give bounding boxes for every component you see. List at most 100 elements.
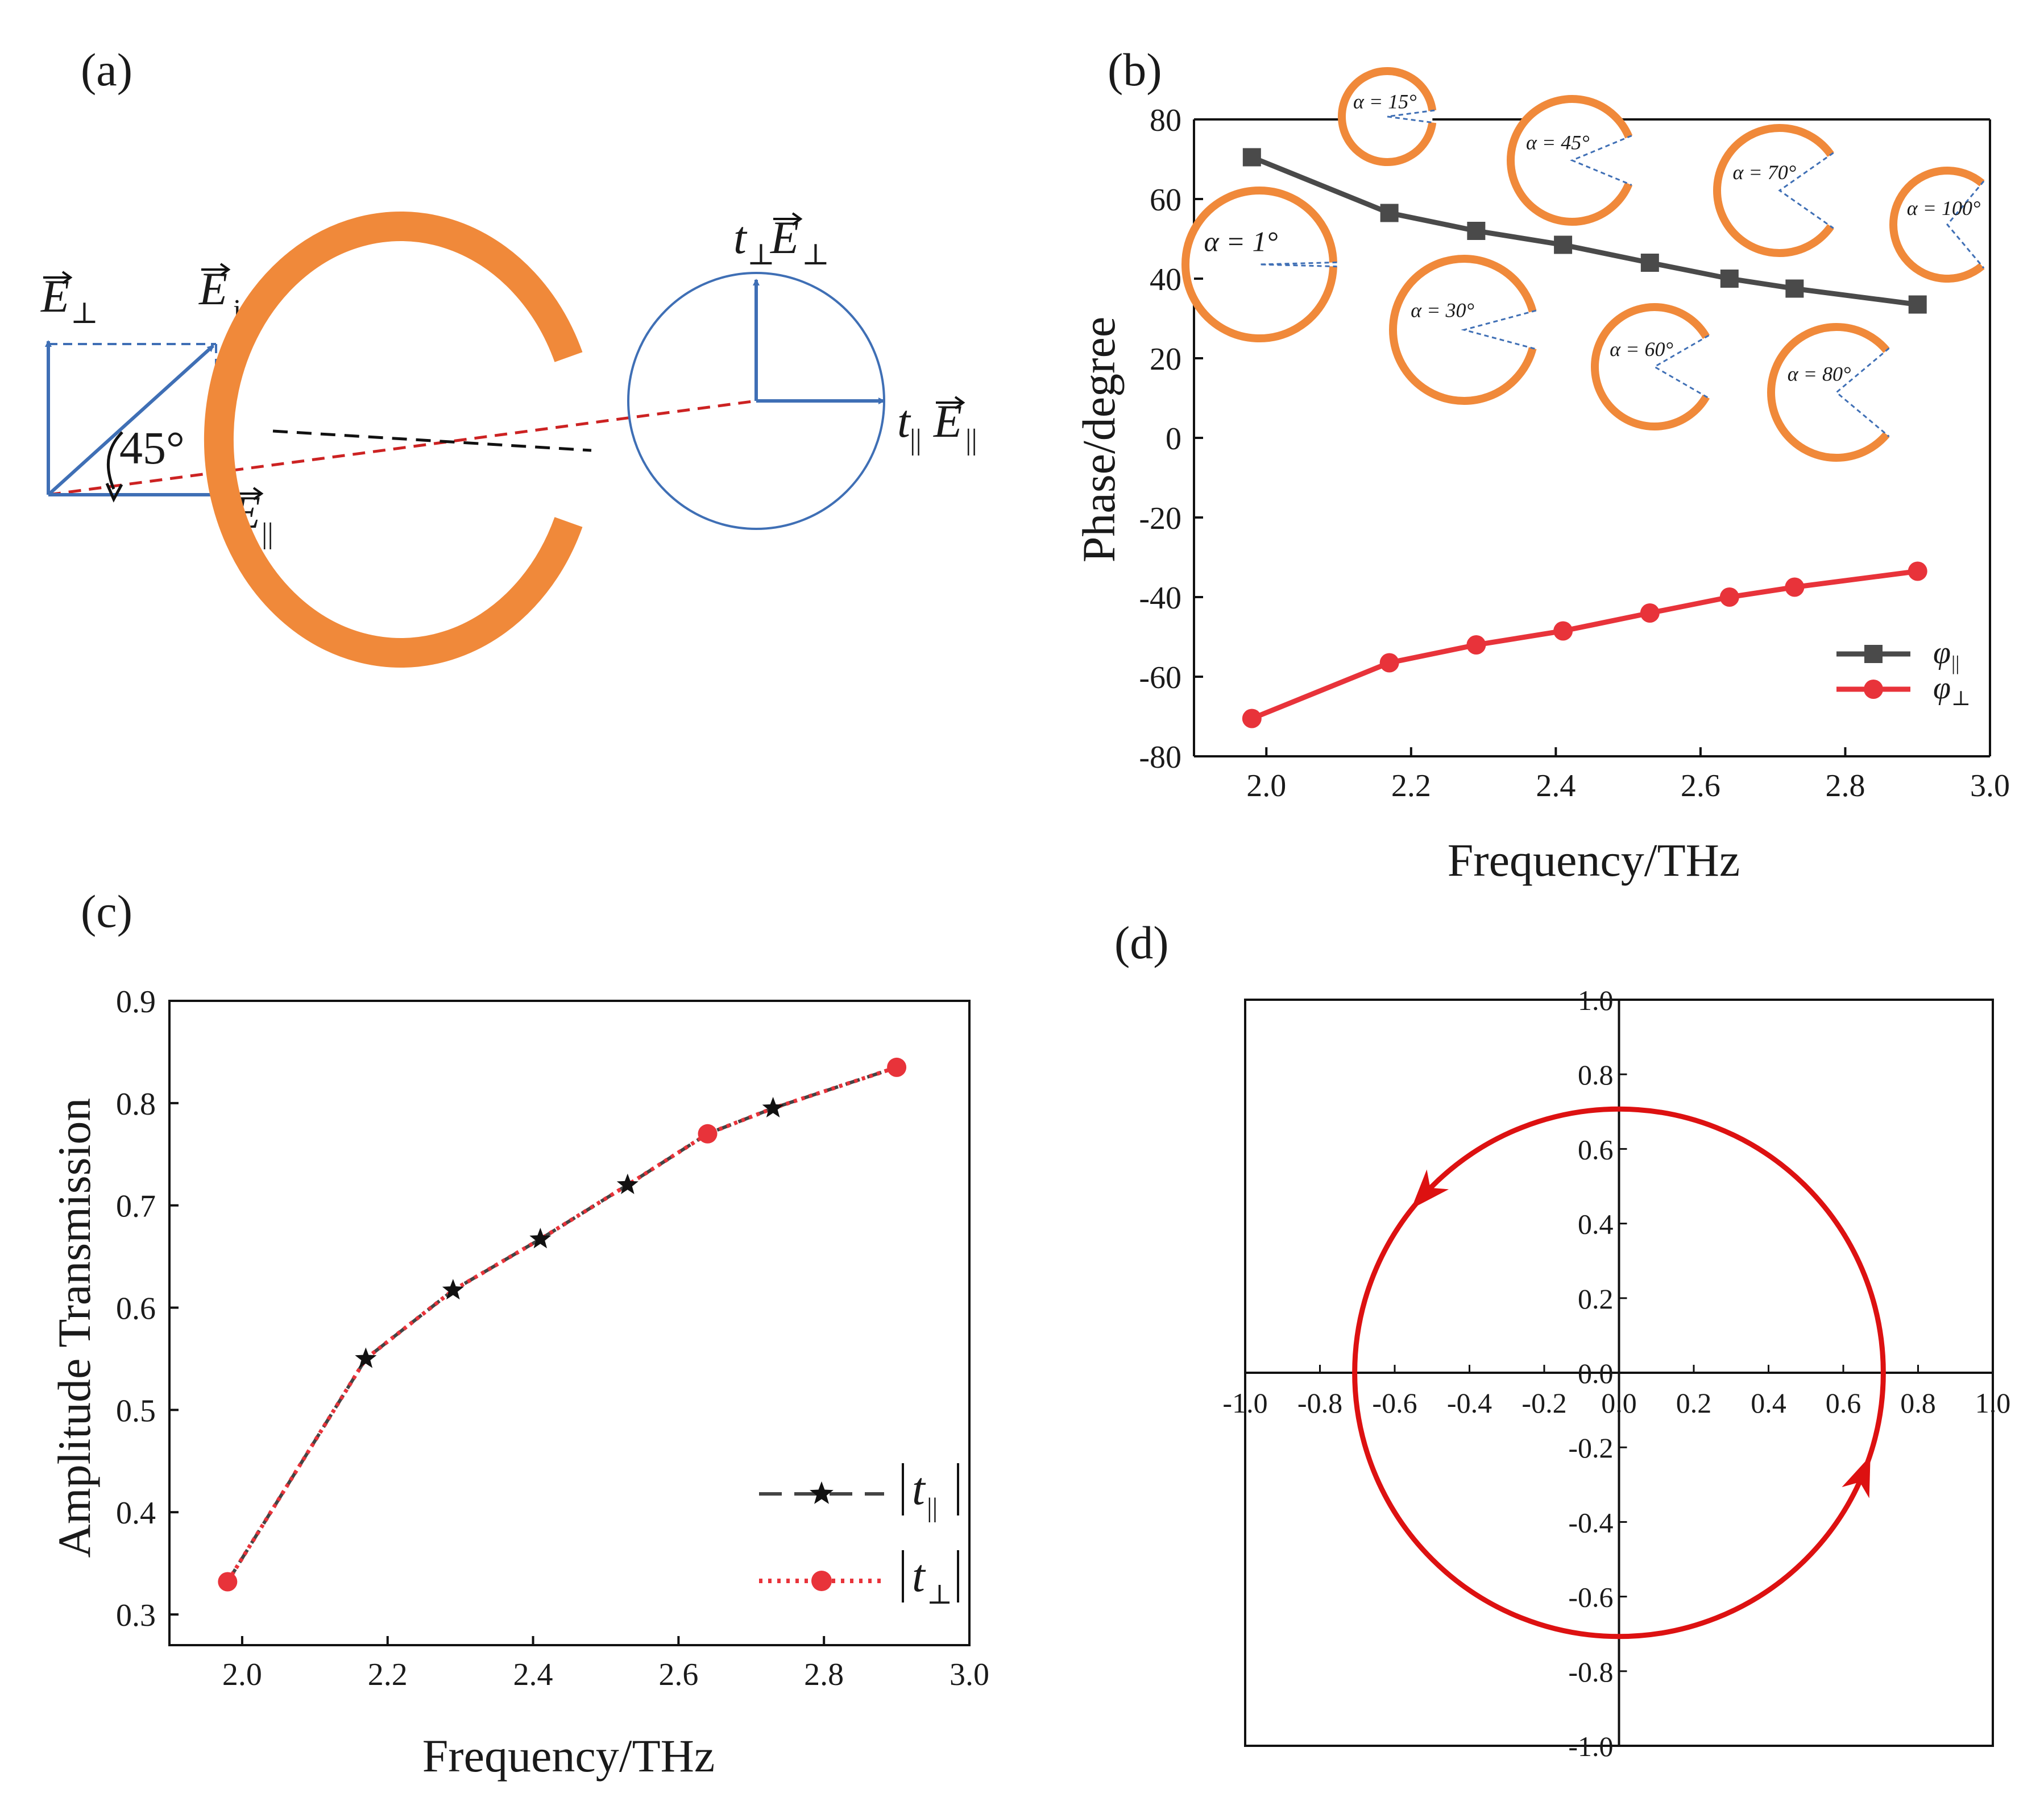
- panel-b: (b) α = 15°α = 45°α = 70°α = 100°α = 1°α…: [1073, 44, 2010, 886]
- y-tick-label-c: 0.7: [116, 1189, 156, 1224]
- y-tick-label-c: 0.5: [116, 1393, 156, 1428]
- series-line-t-par: [226, 1066, 898, 1583]
- svg-text:E: E: [770, 212, 799, 263]
- svg-text:⊥: ⊥: [802, 239, 830, 271]
- marker-star: [442, 1278, 464, 1300]
- svg-text:||: ||: [965, 424, 977, 456]
- vector-arrow-icon: [936, 396, 965, 409]
- marker-star: [529, 1228, 552, 1249]
- svg-text:E: E: [40, 270, 69, 322]
- inset-gap-lines: [1461, 309, 1537, 350]
- series-line-phi-perp: [1251, 569, 1918, 721]
- split-ring-insets: α = 15° α = 45° α = 70° α = 100° α = 1° α = 3…: [1181, 67, 1985, 462]
- y-tick-label-d: 1.0: [1578, 984, 1614, 1016]
- y-tick-label-d: -0.4: [1568, 1506, 1613, 1538]
- marker-square: [1640, 254, 1659, 272]
- legend-label-sub: ||: [1951, 652, 1959, 674]
- inset-alpha-label: α = 45°: [1526, 131, 1590, 154]
- direction-arrow-icon: [1411, 1169, 1449, 1209]
- y-axis-title-c: Amplitude Transmission: [48, 1098, 100, 1558]
- inset-alpha-label: α = 100°: [1907, 197, 1981, 220]
- panel-d: (d) -1.0 -0.8 -0.6 -0.4 -0.2 0.0 0.2 0.4 0.6 0.8 1…: [1114, 917, 2010, 1762]
- x-tick-label-d: 0.2: [1676, 1387, 1712, 1419]
- legend-marker-square: [1864, 645, 1883, 663]
- red-dashed-axis: [48, 399, 757, 496]
- y-tick-label-c: 0.4: [116, 1496, 156, 1531]
- legend-marker-circle: [811, 1571, 832, 1591]
- y-tick-label-c: 0.6: [116, 1291, 156, 1327]
- angle-label: 45°: [119, 422, 185, 474]
- vector-e-in: [47, 344, 215, 496]
- x-tick-label-d: 0.4: [1751, 1387, 1786, 1419]
- legend-label: t: [912, 1550, 926, 1601]
- marker-square: [1467, 222, 1486, 240]
- legend-label: t: [912, 1463, 926, 1514]
- marker-square: [1554, 235, 1573, 254]
- marker-square: [1720, 270, 1739, 288]
- y-tick-label-c: 0.8: [116, 1087, 156, 1122]
- legend-label-sub: ⊥: [927, 1580, 952, 1610]
- inset-alpha-label: α = 15°: [1353, 90, 1417, 113]
- vector-arrow-icon: [201, 263, 231, 276]
- x-tick-label-c: 3.0: [950, 1657, 989, 1692]
- inset-split-ring: [1767, 323, 1890, 462]
- x-tick-label-c: 2.8: [804, 1657, 844, 1692]
- x-axis-title-c: Frequency/THz: [422, 1730, 715, 1782]
- panel-label-d: (d): [1114, 917, 1169, 968]
- legend-marker-circle: [1864, 680, 1883, 699]
- x-tick-label-d: 0.0: [1601, 1387, 1637, 1419]
- inset-split-ring: [1713, 124, 1834, 257]
- svg-text:||: ||: [262, 517, 273, 550]
- inset-gap-lines: [1946, 180, 1985, 269]
- inset-gap-lines: [1570, 135, 1632, 186]
- panel-label-b: (b): [1108, 44, 1162, 96]
- angle-arrow-icon: [105, 483, 123, 503]
- x-tick-label-b: 2.4: [1536, 768, 1576, 804]
- y-tick-label-d: -0.8: [1568, 1656, 1613, 1688]
- x-tick-label-c: 2.0: [222, 1657, 262, 1692]
- inset-split-ring: [1181, 187, 1337, 342]
- x-tick-label-d: -0.6: [1372, 1387, 1417, 1419]
- x-tick-label-c: 2.6: [658, 1657, 698, 1692]
- panel-c: (c) 2.0 2.2 2.4 2.6 2.8 3.0 0.9 0.8 0.7 0.6 0.5 0.4…: [48, 885, 989, 1782]
- angle-arc: [106, 431, 123, 490]
- marker-circle: [698, 1124, 718, 1144]
- series-line-t-perp: [226, 1065, 898, 1583]
- legend-label-sub: ||: [927, 1493, 938, 1523]
- y-tick-label-d: 0.2: [1578, 1283, 1614, 1315]
- svg-text:E: E: [933, 395, 962, 447]
- series-d: [1352, 1106, 1886, 1639]
- y-tick-label-d: -0.6: [1568, 1581, 1613, 1613]
- inset-gap-lines: [1778, 152, 1834, 229]
- svg-text:t: t: [733, 212, 748, 263]
- x-tick-label-b: 2.6: [1681, 768, 1720, 804]
- inset-alpha-label: α = 60°: [1610, 338, 1673, 361]
- legend-c: t ||t ⊥: [759, 1463, 959, 1610]
- series-c: [218, 1057, 907, 1592]
- marker-square: [1785, 279, 1804, 298]
- svg-text:⊥: ⊥: [71, 297, 98, 330]
- polarization-circle: [1352, 1106, 1886, 1639]
- y-tick-label-b: 20: [1150, 342, 1181, 377]
- inset-gap-lines: [1835, 347, 1890, 437]
- inset-gap-lines: [1259, 261, 1337, 268]
- y-tick-label-d: -0.2: [1568, 1432, 1613, 1464]
- ticks-d: -1.0 -0.8 -0.6 -0.4 -0.2 0.0 0.2 0.4 0.6 0.8 1.0 1.…: [1222, 984, 2010, 1762]
- marker-circle: [218, 1572, 238, 1592]
- y-tick-label-c: 0.3: [116, 1598, 156, 1633]
- panel-label-a: (a): [81, 44, 132, 96]
- x-axis-title-b: Frequency/THz: [1448, 834, 1740, 886]
- panel-a: (a) 45° E ⊥ E in E ||: [40, 44, 977, 668]
- y-tick-label-d: 0.6: [1578, 1133, 1614, 1165]
- y-axis-title-b: Phase/degree: [1073, 317, 1125, 563]
- marker-circle: [1466, 635, 1486, 655]
- legend-b: φ ||φ ⊥: [1836, 635, 1971, 710]
- x-tick-label-c: 2.4: [513, 1657, 553, 1692]
- inset-alpha-label: α = 1°: [1204, 226, 1278, 258]
- inset-split-ring: [1338, 67, 1437, 166]
- x-tick-label-d: 1.0: [1975, 1387, 2011, 1419]
- direction-arrow-icon: [1842, 1455, 1871, 1498]
- marker-star: [616, 1173, 639, 1194]
- inset-split-ring: [1507, 95, 1633, 226]
